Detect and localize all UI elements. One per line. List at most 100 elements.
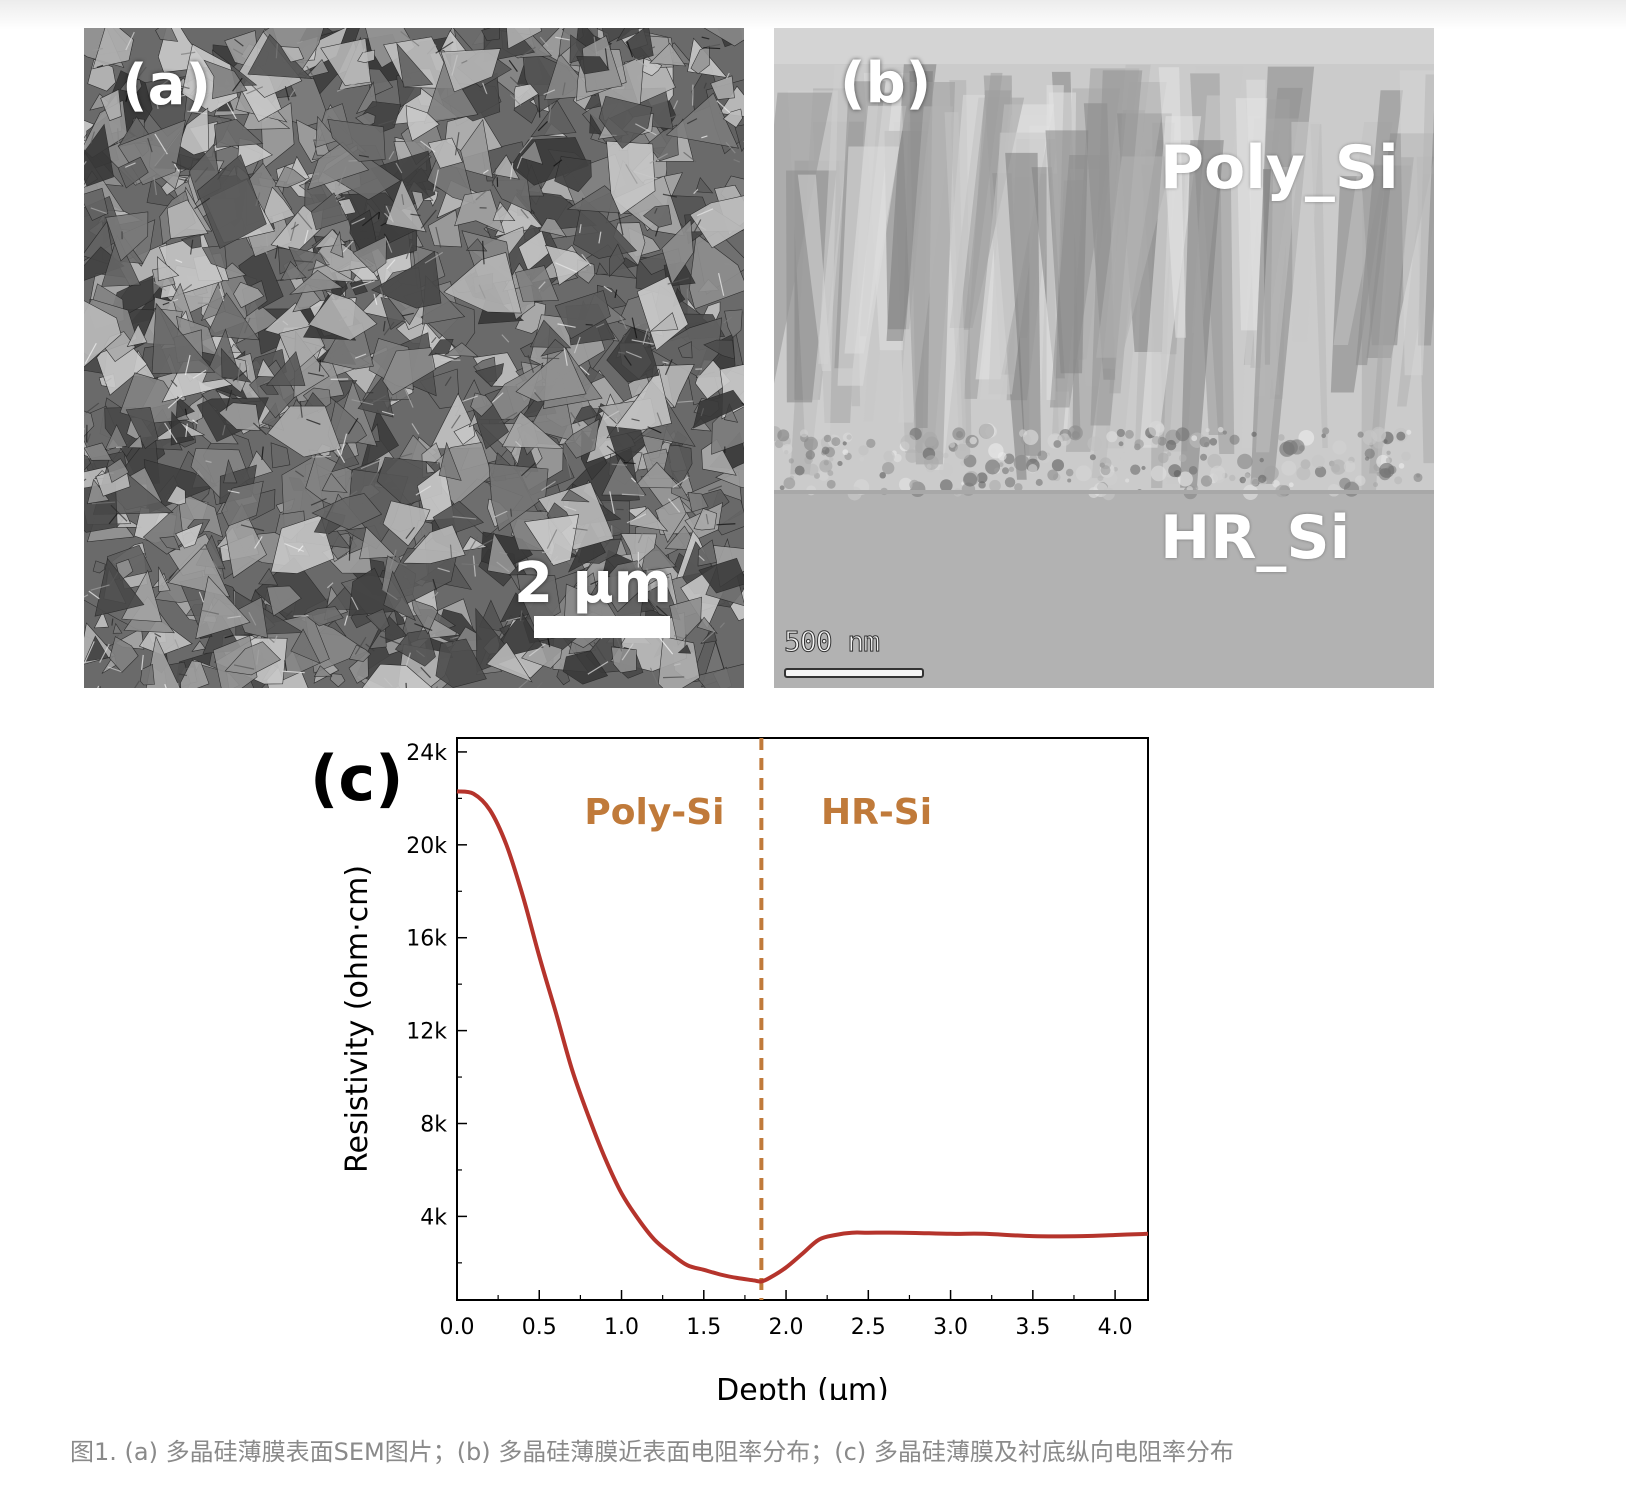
columnar-grain	[1158, 67, 1186, 338]
x-tick-label: 0.5	[522, 1315, 557, 1340]
interface-roughness	[818, 470, 829, 481]
sem-grain	[513, 83, 539, 109]
sem-striation	[686, 118, 698, 125]
interface-roughness	[1213, 471, 1225, 484]
region-annotation: HR-Si	[821, 792, 932, 833]
sem-striation	[450, 637, 457, 643]
sem-striation	[462, 395, 478, 403]
sem-striation	[194, 197, 211, 210]
interface-roughness	[1125, 478, 1130, 483]
interface-roughness	[924, 455, 939, 470]
interface-roughness	[1014, 483, 1023, 492]
sem-grain	[170, 410, 195, 446]
sem-grain	[84, 635, 109, 662]
sem-striation	[475, 539, 493, 549]
sem-striation	[389, 549, 397, 570]
sem-striation	[336, 448, 346, 464]
sem-striation	[518, 678, 530, 688]
sem-grain	[259, 381, 279, 395]
sem-striation	[245, 518, 257, 523]
sem-striation	[361, 48, 366, 62]
sem-striation	[623, 461, 636, 465]
sem-grain	[435, 638, 487, 688]
sem-striation	[400, 31, 420, 47]
sem-striation	[708, 485, 723, 492]
sem-striation	[232, 369, 248, 382]
sem-striation	[171, 161, 190, 171]
columnar-grain	[1139, 116, 1202, 448]
interface-roughness	[942, 452, 949, 459]
x-tick-label: 1.5	[686, 1315, 721, 1340]
sem-striation	[187, 110, 208, 115]
sem-grain	[382, 500, 431, 547]
sem-striation	[200, 609, 219, 615]
sem-striation	[491, 392, 504, 403]
interface-roughness	[831, 437, 841, 447]
sem-striation	[585, 323, 593, 326]
sem-striation	[313, 245, 330, 264]
sem-grain	[460, 536, 488, 552]
sem-striation	[611, 463, 628, 466]
sem-grain	[158, 566, 171, 592]
sem-striation	[716, 100, 731, 114]
sem-striation	[233, 664, 255, 670]
sem-grain	[701, 438, 737, 476]
interface-roughness	[1357, 431, 1364, 438]
interface-roughness	[883, 450, 895, 463]
interface-roughness	[1332, 440, 1347, 455]
sem-striation	[131, 333, 135, 340]
interface-roughness	[1250, 477, 1259, 486]
sem-striation	[297, 545, 304, 552]
sem-striation	[631, 317, 638, 339]
sem-striation	[466, 536, 479, 556]
interface-roughness	[954, 443, 971, 460]
sem-striation	[154, 133, 168, 155]
sem-grain	[159, 536, 181, 551]
sem-grain	[256, 358, 276, 378]
interface-roughness	[1386, 450, 1391, 455]
interface-roughness	[988, 443, 1004, 459]
sem-striation	[381, 410, 395, 416]
sem-striation	[659, 637, 674, 655]
sem-striation	[673, 100, 679, 110]
sem-striation	[432, 578, 438, 591]
x-tick-label: 3.0	[933, 1315, 968, 1340]
sem-striation	[647, 426, 662, 434]
sem-striation	[273, 635, 278, 643]
sem-striation	[538, 94, 541, 118]
sem-striation	[669, 113, 681, 119]
sem-grain	[105, 211, 149, 262]
sem-grain	[321, 472, 348, 493]
interface-roughness	[879, 472, 886, 479]
sem-striation	[598, 231, 602, 244]
poly-si-region-label: Poly_Si	[1160, 133, 1399, 203]
sem-striation	[572, 527, 588, 531]
interface-roughness	[985, 459, 1001, 475]
sem-grain	[203, 59, 248, 100]
interface-roughness	[976, 472, 988, 484]
y-axis-label: Resistivity (ohm·cm)	[340, 865, 375, 1173]
sem-grain	[270, 442, 291, 469]
interface-roughness	[774, 439, 784, 449]
sem-striation	[349, 490, 358, 497]
sem-striation	[237, 362, 241, 383]
interface-roughness	[1087, 436, 1102, 451]
sem-grain	[501, 411, 564, 449]
sem-striation	[110, 504, 128, 522]
chart-canvas: (c) 0.0 0.5 1.0 1.5 2.0 2.5 3.0 3.5 4.0 4k 8k 12k 16…	[310, 737, 1149, 1400]
sem-striation	[293, 260, 313, 263]
sem-striation	[174, 639, 180, 650]
sem-striation	[626, 41, 634, 58]
sem-striation	[415, 485, 432, 496]
hr-si-region-label: HR_Si	[1160, 503, 1351, 573]
sem-grain	[606, 425, 646, 470]
sem-striation	[461, 563, 480, 566]
interface-roughness	[1051, 459, 1065, 472]
sem-striation	[360, 459, 382, 470]
sem-striation	[299, 401, 303, 418]
sem-grain	[394, 629, 436, 667]
sem-striation	[534, 391, 544, 403]
sem-striation	[698, 555, 705, 562]
sem-grain	[538, 217, 568, 238]
sem-striation	[432, 591, 439, 599]
